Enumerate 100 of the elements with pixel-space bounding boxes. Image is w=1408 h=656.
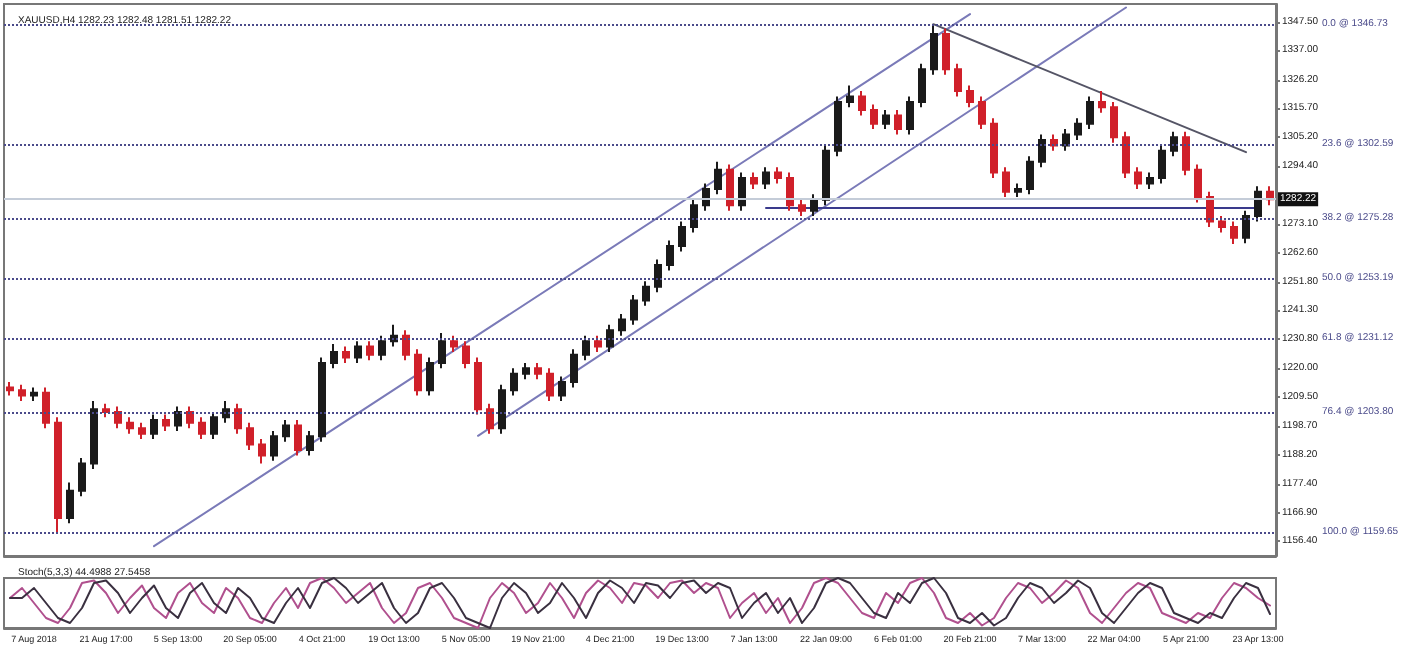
candlestick xyxy=(1098,90,1106,114)
candlestick xyxy=(150,413,158,441)
candlestick xyxy=(54,416,62,534)
candlestick xyxy=(690,198,698,234)
candlestick xyxy=(534,361,542,381)
candlestick xyxy=(1230,220,1238,246)
candlestick xyxy=(1038,133,1046,169)
candlestick xyxy=(570,348,578,389)
candlestick xyxy=(1146,171,1154,190)
candlestick xyxy=(486,402,494,435)
candlestick xyxy=(1182,130,1190,177)
candlestick xyxy=(846,84,854,109)
candlestick xyxy=(378,334,386,362)
candlestick xyxy=(78,457,86,498)
candlestick xyxy=(438,332,446,370)
candlestick xyxy=(954,62,962,98)
candlestick xyxy=(402,329,410,362)
candlestick xyxy=(1086,95,1094,131)
candlestick xyxy=(30,386,38,403)
candlestick xyxy=(630,293,638,326)
candlestick xyxy=(930,22,938,76)
candlestick xyxy=(126,416,134,435)
candlestick xyxy=(594,334,602,354)
candlestick xyxy=(942,27,950,76)
candlestick xyxy=(870,103,878,131)
candlestick xyxy=(786,171,794,212)
candlestick xyxy=(1062,128,1070,152)
candlestick xyxy=(354,340,362,364)
candlestick xyxy=(522,361,530,381)
candlestick xyxy=(606,323,614,354)
candlestick xyxy=(1218,215,1226,234)
candlestick xyxy=(342,345,350,364)
candlestick xyxy=(450,334,458,354)
candlestick xyxy=(246,421,254,451)
candlestick xyxy=(1110,100,1118,144)
candlestick xyxy=(462,340,470,370)
candlestick xyxy=(294,419,302,457)
candlestick xyxy=(798,198,806,218)
candlestick xyxy=(138,421,146,441)
candlestick xyxy=(810,193,818,218)
candlestick xyxy=(174,405,182,432)
candlestick xyxy=(1002,166,1010,199)
candlestick xyxy=(366,340,374,362)
candlestick xyxy=(714,160,722,196)
candlestick xyxy=(186,405,194,430)
candlestick xyxy=(198,416,206,441)
candlestick xyxy=(510,367,518,397)
candlestick xyxy=(750,171,758,190)
candlestick xyxy=(882,109,890,131)
candlestick xyxy=(858,90,866,117)
candlestick xyxy=(234,402,242,435)
candlestick xyxy=(558,375,566,403)
candlestick xyxy=(834,95,842,158)
candlestick xyxy=(678,220,686,253)
candlestick xyxy=(330,342,338,370)
candlestick xyxy=(918,62,926,109)
candlestick xyxy=(546,367,554,403)
candlestick xyxy=(762,166,770,190)
candlestick xyxy=(498,383,506,435)
candlestick xyxy=(42,386,50,430)
candlestick xyxy=(162,413,170,432)
candlestick xyxy=(822,144,830,207)
candlestick xyxy=(1074,117,1082,141)
candlestick xyxy=(582,334,590,362)
candlestick xyxy=(774,166,782,185)
candlestick xyxy=(726,163,734,212)
candlestick xyxy=(258,438,266,465)
candlestick xyxy=(1242,209,1250,245)
candlestick xyxy=(1158,144,1166,185)
candlestick xyxy=(114,405,122,430)
candlestick xyxy=(966,84,974,109)
candlestick xyxy=(738,171,746,212)
candlestick xyxy=(414,348,422,397)
candlestick xyxy=(618,312,626,337)
candlestick xyxy=(1254,185,1262,223)
candlestick xyxy=(894,109,902,136)
candlestick xyxy=(6,380,14,397)
candlestick xyxy=(1134,166,1142,190)
candlestick xyxy=(282,419,290,443)
candlestick xyxy=(66,481,74,525)
candlestick xyxy=(474,356,482,416)
candlestick xyxy=(978,95,986,131)
candlestick xyxy=(270,429,278,462)
candlestick xyxy=(1170,130,1178,158)
candlestick xyxy=(1026,155,1034,196)
candlestick xyxy=(306,429,314,457)
candlestick xyxy=(654,258,662,294)
candlestick xyxy=(426,356,434,397)
candlestick xyxy=(90,400,98,470)
candlestick xyxy=(990,117,998,180)
candlestick xyxy=(222,400,230,424)
candlestick xyxy=(1194,163,1202,204)
candlestick xyxy=(1050,133,1058,152)
candlestick xyxy=(906,95,914,136)
candlestick xyxy=(210,410,218,441)
candlestick xyxy=(318,356,326,443)
candlestick xyxy=(1014,182,1022,199)
candlestick xyxy=(18,383,26,403)
candlestick xyxy=(642,280,650,307)
candlestick xyxy=(1122,130,1130,180)
